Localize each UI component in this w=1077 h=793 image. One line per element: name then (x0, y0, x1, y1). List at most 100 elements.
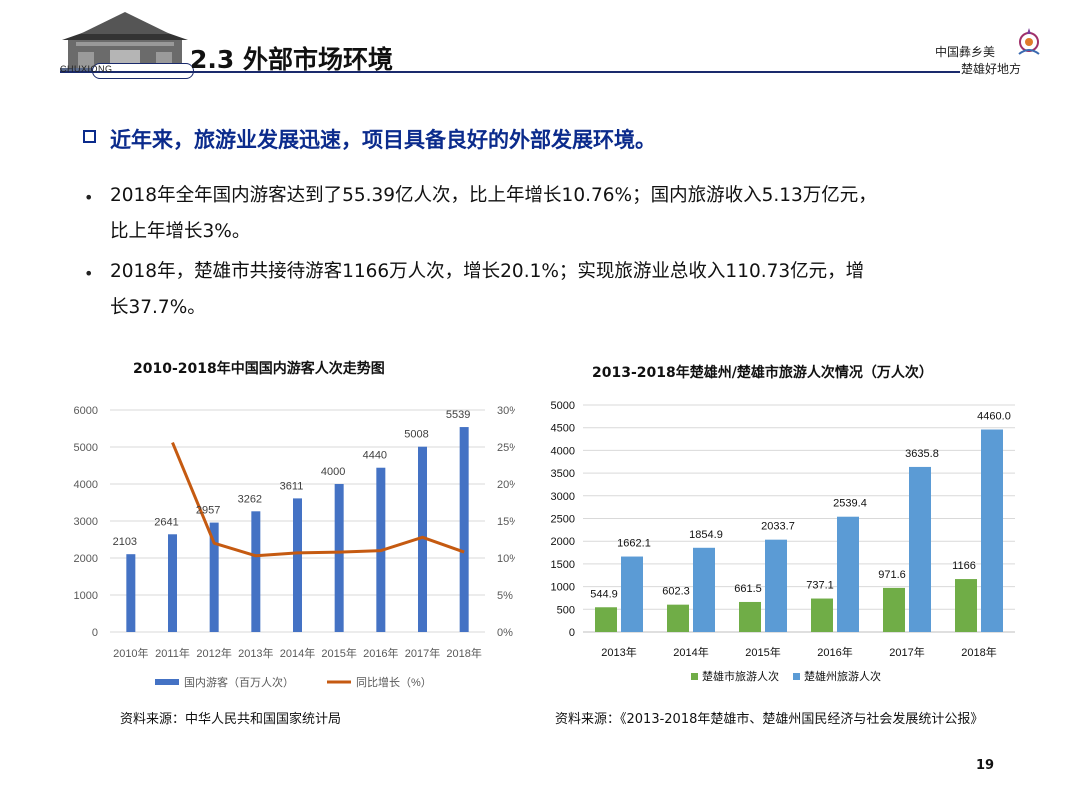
x-tick-label: 2013年 (238, 646, 273, 660)
y-tick-label: 500 (557, 604, 575, 616)
bar-data-label: 4440 (363, 450, 387, 462)
x-tick-label: 2013年 (601, 645, 636, 659)
y-right-tick-label: 30% (497, 405, 515, 417)
chart-1-title: 2010-2018年中国国内游客人次走势图 (133, 361, 385, 377)
bar-domestic-tourists (293, 498, 302, 632)
x-tick-label: 2015年 (321, 646, 356, 660)
bar-data-label: 5008 (404, 429, 428, 441)
legend-label: 楚雄州旅游人次 (804, 669, 881, 683)
bullet-1-line-1: 2018年全年国内游客达到了55.39亿人次，比上年增长10.76%；国内旅游收… (110, 185, 877, 206)
headline: 近年来，旅游业发展迅速，项目具备良好的外部发展环境。 (110, 128, 656, 152)
y-tick-label: 5000 (551, 400, 575, 412)
y-tick-label: 2500 (551, 514, 575, 526)
bar-domestic-tourists (126, 554, 136, 632)
bar-data-label: 2103 (113, 536, 137, 548)
bar-data-label: 2033.7 (761, 521, 795, 533)
flower-emblem-icon (1018, 28, 1040, 55)
bar-domestic-tourists (334, 484, 344, 632)
city-name-label: CHUXIONG (60, 64, 113, 74)
x-tick-label: 2015年 (745, 645, 780, 659)
bullet-2-line-2: 长37.7%。 (110, 297, 206, 318)
chart-2-chuxiong-tourists: 0 500 1000 1500 2000 2500 3000 3500 4000 4500 5000… (551, 400, 1015, 683)
bar-prefecture-tourists (837, 516, 859, 632)
legend-swatch (793, 673, 800, 680)
legend-label: 同比增长（%） (356, 675, 432, 689)
bar-prefecture-tourists (693, 547, 715, 632)
y-right-tick-label: 10% (497, 553, 515, 565)
bar-data-label: 661.5 (734, 583, 762, 595)
bar-domestic-tourists (251, 511, 261, 632)
line-yoy-growth (171, 441, 465, 558)
y-tick-label: 4500 (551, 423, 575, 435)
y-left-tick-label: 3000 (74, 516, 98, 528)
x-tick-label: 2014年 (280, 646, 315, 660)
bar-data-label: 1662.1 (617, 538, 651, 550)
chart-2-title: 2013-2018年楚雄州/楚雄市旅游人次情况（万人次） (592, 365, 933, 381)
x-tick-label: 2014年 (673, 645, 708, 659)
bar-domestic-tourists (459, 427, 469, 632)
y-right-tick-label: 5% (497, 590, 513, 602)
x-tick-label: 2018年 (446, 646, 481, 660)
slogan-line-1: 中国彝乡美 (935, 45, 996, 59)
bar-domestic-tourists (418, 446, 427, 632)
y-tick-label: 1500 (551, 559, 575, 571)
y-left-tick-label: 6000 (74, 405, 98, 417)
bar-prefecture-tourists (621, 556, 643, 632)
page-number: 19 (976, 758, 995, 773)
bar-data-label: 4460.0 (977, 411, 1011, 423)
bar-prefecture-tourists (765, 539, 787, 632)
bar-data-label: 1166 (952, 560, 976, 572)
bullet-item-2: 2018年，楚雄市共接待游客1166万人次，增长20.1%；实现旅游业总收入11… (110, 254, 864, 326)
slogan: 中国彝乡美 楚雄好地方 (935, 44, 1045, 78)
bar-prefecture-tourists (909, 466, 931, 632)
y-tick-label: 2000 (551, 536, 575, 548)
bar-city-tourists (667, 604, 689, 632)
y-left-tick-label: 1000 (74, 590, 98, 602)
x-tick-label: 2018年 (961, 645, 996, 659)
bar-city-tourists (955, 579, 977, 632)
x-tick-label: 2016年 (363, 646, 398, 660)
x-tick-label: 2017年 (405, 646, 440, 660)
source-note-right: 资料来源：《2013-2018年楚雄市、楚雄州国民经济与社会发展统计公报》 (555, 712, 984, 727)
x-tick-label: 2017年 (889, 645, 924, 659)
x-tick-label: 2016年 (817, 645, 852, 659)
slogan-line-2: 楚雄好地方 (961, 62, 1022, 76)
chart-1-national-tourists: 0 1000 2000 3000 4000 5000 6000 0% 5% 10% 15% 20% 25… (74, 405, 515, 689)
x-tick-label: 2010年 (113, 646, 148, 660)
bullet-item-1: 2018年全年国内游客达到了55.39亿人次，比上年增长10.76%；国内旅游收… (110, 178, 877, 250)
bar-data-label: 3611 (280, 480, 304, 492)
bullet-dot-icon: • (84, 188, 94, 207)
bar-city-tourists (595, 607, 617, 632)
bar-data-label: 2957 (196, 505, 220, 517)
bar-data-label: 602.3 (662, 586, 690, 598)
header-divider (60, 71, 960, 73)
y-tick-label: 3500 (551, 468, 575, 480)
y-tick-label: 0 (569, 627, 575, 639)
y-right-tick-label: 20% (497, 479, 515, 491)
bar-data-label: 5539 (446, 409, 470, 421)
bullet-1-line-2: 比上年增长3%。 (110, 221, 251, 242)
bullet-2-line-1: 2018年，楚雄市共接待游客1166万人次，增长20.1%；实现旅游业总收入11… (110, 261, 865, 282)
y-left-tick-label: 2000 (74, 553, 98, 565)
y-tick-label: 4000 (551, 445, 575, 457)
source-note-left: 资料来源：中华人民共和国国家统计局 (120, 712, 342, 727)
bar-data-label: 737.1 (806, 580, 834, 592)
bar-city-tourists (883, 587, 905, 632)
headline-square-icon (83, 130, 96, 143)
y-right-tick-label: 0% (497, 627, 513, 639)
bar-city-tourists (811, 598, 833, 632)
legend-label: 楚雄市旅游人次 (702, 669, 779, 683)
bar-city-tourists (739, 601, 761, 632)
x-tick-label: 2011年 (155, 646, 190, 660)
y-right-tick-label: 15% (497, 516, 515, 528)
y-left-tick-label: 5000 (74, 442, 98, 454)
bar-domestic-tourists (209, 522, 219, 632)
y-tick-label: 1000 (551, 582, 575, 594)
y-right-tick-label: 25% (497, 442, 515, 454)
legend-label: 国内游客（百万人次） (184, 675, 294, 689)
bar-data-label: 3262 (238, 493, 262, 505)
bar-data-label: 971.6 (878, 569, 906, 581)
bar-prefecture-tourists (981, 429, 1003, 632)
bar-data-label: 3635.8 (905, 448, 939, 460)
y-tick-label: 3000 (551, 491, 575, 503)
